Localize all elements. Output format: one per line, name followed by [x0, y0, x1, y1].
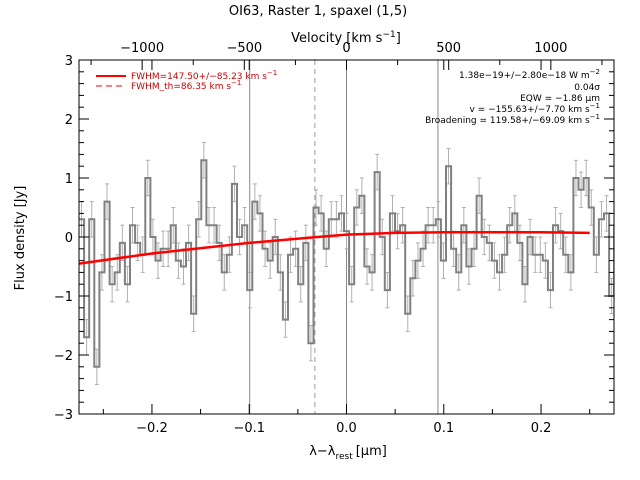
- y-axis-label: Flux density [Jy]: [13, 186, 28, 291]
- spectrum-line: [79, 159, 614, 368]
- chart-title: OI63, Raster 1, spaxel (1,5): [229, 4, 407, 19]
- legend-entry-fwhm-th: FWHM_th=86.35 km s−1: [131, 79, 241, 92]
- annotation-line-velocity: v = −155.63+/−7.70 km s−1: [470, 102, 601, 115]
- y-tick-label: 1: [65, 172, 73, 187]
- top-tick-label: −1000: [120, 41, 164, 56]
- top-tick-label: 1000: [534, 41, 567, 56]
- legend: FWHM=147.50+/−85.23 km s−1 FWHM_th=86.35…: [96, 69, 277, 92]
- y-tick-label: 0: [65, 231, 73, 246]
- top-tick-label: 0: [342, 41, 350, 56]
- annotation-line-eqw: EQW = −1.86 μm: [520, 94, 600, 104]
- top-tick-label: −500: [226, 41, 262, 56]
- fit-series: [79, 231, 590, 265]
- x-tick-label: 0.2: [531, 421, 552, 436]
- annotation-line-broadening: Broadening = 119.58+/−69.09 km s−1: [425, 113, 600, 126]
- x-axis-label: λ−λrest [μm]: [309, 444, 387, 462]
- error-bars: [79, 142, 614, 385]
- x-tick-label: −0.1: [233, 421, 265, 436]
- x-tick-label: 0.0: [336, 421, 357, 436]
- x-tick-label: 0.1: [433, 421, 454, 436]
- axis-ticks: −0.2 −0.1 0.0 0.1 0.2 −1000 −500 0 500 1000 −3 −2 −1…: [54, 41, 614, 436]
- fit-line: [79, 231, 590, 265]
- x-tick-label: −0.2: [136, 421, 168, 436]
- y-tick-label: −2: [54, 349, 73, 364]
- legend-entry-fwhm: FWHM=147.50+/−85.23 km s−1: [131, 69, 277, 82]
- annotation-line-flux: 1.38e−19+/−2.80e−18 W m−2: [459, 68, 600, 81]
- spectrum-series: [79, 159, 614, 368]
- y-tick-label: −3: [54, 408, 73, 423]
- top-tick-label: 500: [436, 41, 461, 56]
- y-tick-label: 3: [65, 54, 73, 69]
- annotation-line-sigma: 0.04σ: [574, 83, 600, 93]
- top-axis-label: Velocity [km s−1]: [291, 30, 401, 46]
- y-tick-label: −1: [54, 290, 73, 305]
- y-tick-label: 2: [65, 113, 73, 128]
- fit-annotations: 1.38e−19+/−2.80e−18 W m−2 0.04σ EQW = −1…: [425, 68, 600, 126]
